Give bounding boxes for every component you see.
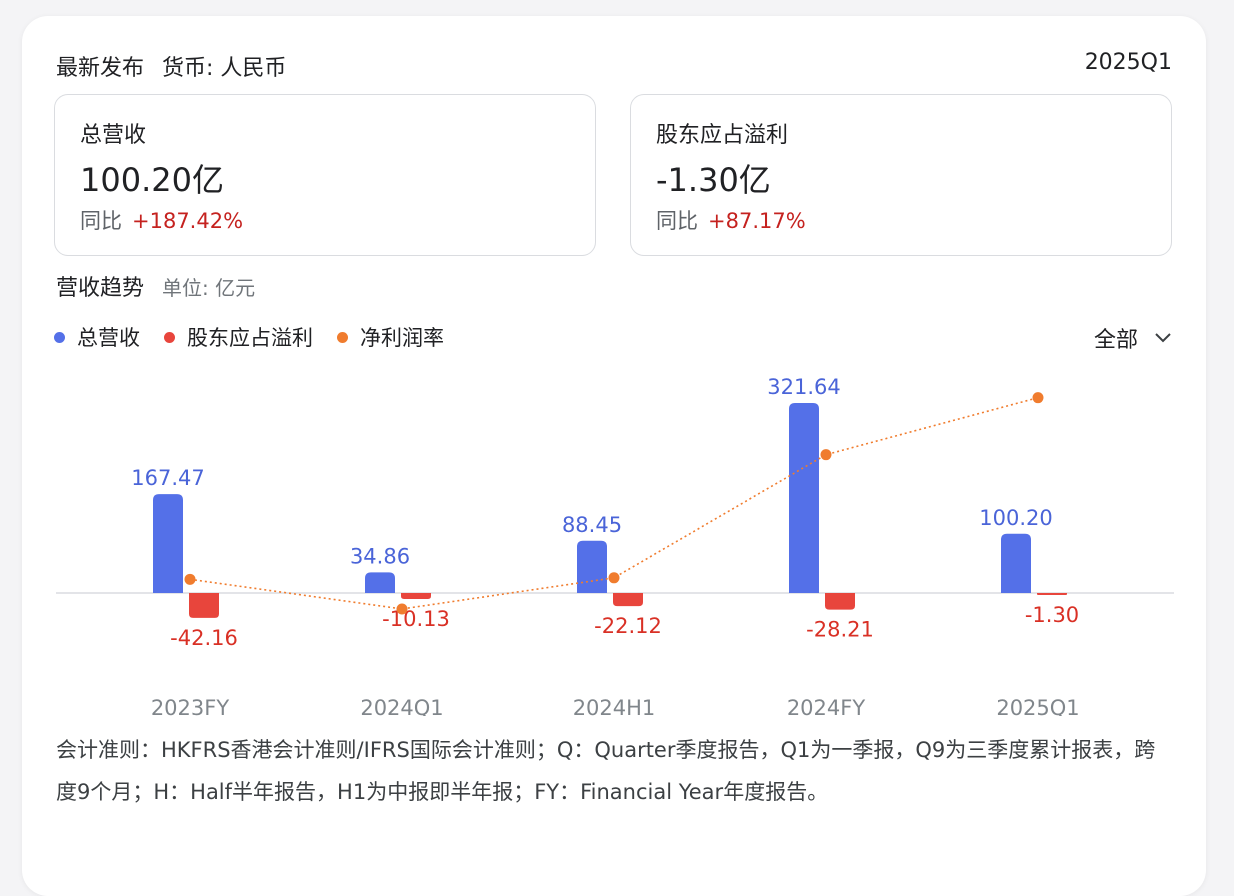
report-period: 2025Q1	[1084, 50, 1172, 75]
metric-value: 100.20亿	[80, 161, 224, 199]
legend-label: 股东应占溢利	[187, 326, 313, 350]
margin-point	[820, 449, 832, 461]
legend-dot-icon	[337, 331, 348, 343]
trend-header: 营收趋势 单位: 亿元	[56, 270, 255, 302]
legend-dot-icon	[54, 331, 65, 343]
metric-label: 股东应占溢利	[656, 123, 789, 148]
metric-yoy: 同比 +87.17%	[656, 205, 806, 235]
metric-revenue[interactable]: 总营收 100.20亿 同比 +187.42%	[54, 94, 596, 256]
profit-bar	[401, 593, 431, 599]
revenue-chart: 167.47 -42.16 2023FY 34.86 -10.13 2024Q1 88.45…	[56, 375, 1174, 716]
profit-data-label: -28.21	[806, 618, 874, 642]
period-selector[interactable]: 全部	[1094, 322, 1172, 354]
currency-label: 货币: 人民币	[162, 56, 287, 81]
legend-item-revenue[interactable]: 总营收	[54, 322, 140, 352]
margin-point	[1032, 392, 1044, 404]
revenue-data-label: 167.47	[131, 466, 204, 490]
revenue-bar	[789, 403, 819, 593]
legend-item-profit[interactable]: 股东应占溢利	[164, 322, 313, 352]
revenue-bar	[153, 494, 183, 593]
profit-bar	[825, 593, 855, 610]
margin-point	[608, 572, 620, 584]
period-selector-label: 全部	[1093, 328, 1138, 353]
x-tick-label: 2024H1	[573, 696, 656, 716]
profit-data-label: -10.13	[382, 607, 450, 631]
trend-unit: 单位: 亿元	[162, 276, 256, 300]
yoy-label: 同比	[80, 209, 122, 233]
trend-title: 营收趋势	[56, 276, 145, 301]
profit-data-label: -42.16	[170, 626, 238, 650]
metric-profit[interactable]: 股东应占溢利 -1.30亿 同比 +87.17%	[630, 94, 1172, 256]
margin-line	[189, 396, 1039, 610]
profit-bar	[613, 593, 643, 607]
legend-label: 净利润率	[360, 326, 444, 350]
revenue-data-label: 88.45	[562, 513, 622, 537]
revenue-data-label: 34.86	[350, 544, 410, 568]
margin-point	[396, 603, 408, 615]
revenue-data-label: 100.20	[979, 506, 1052, 530]
revenue-bar	[1001, 533, 1031, 593]
revenue-bar	[577, 540, 607, 593]
header: 最新发布 货币: 人民币	[56, 50, 286, 82]
x-tick-label: 2024Q1	[360, 696, 443, 716]
header-title: 最新发布	[56, 56, 145, 81]
x-tick-label: 2023FY	[151, 696, 230, 716]
revenue-data-label: 321.64	[767, 375, 840, 399]
chevron-down-icon	[1155, 333, 1171, 343]
yoy-value: +187.42%	[132, 209, 244, 233]
margin-point	[184, 573, 196, 585]
profit-bar	[189, 593, 219, 618]
profit-data-label: -1.30	[1025, 603, 1079, 627]
revenue-bar	[365, 572, 395, 593]
metric-value: -1.30亿	[656, 161, 771, 199]
legend-label: 总营收	[77, 326, 140, 350]
metric-yoy: 同比 +187.42%	[80, 205, 243, 235]
x-tick-label: 2024FY	[787, 696, 866, 716]
legend-dot-icon	[164, 331, 175, 343]
yoy-value: +87.17%	[708, 209, 806, 233]
metric-label: 总营收	[80, 123, 147, 148]
profit-bar	[1037, 593, 1067, 595]
financial-card: 最新发布 货币: 人民币 2025Q1 总营收 100.20亿 同比 +187.4…	[22, 16, 1206, 896]
footnote: 会计准则：HKFRS香港会计准则/IFRS国际会计准则；Q：Quarter季度报…	[56, 738, 1156, 804]
yoy-label: 同比	[656, 209, 698, 233]
x-tick-label: 2025Q1	[996, 696, 1079, 716]
profit-data-label: -22.12	[594, 614, 662, 638]
chart-legend: 总营收 股东应占溢利 净利润率	[54, 322, 444, 352]
legend-item-margin[interactable]: 净利润率	[337, 322, 444, 352]
